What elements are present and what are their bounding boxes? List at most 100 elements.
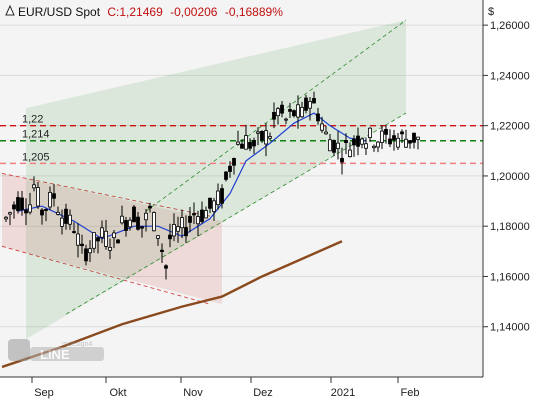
- candle-body: [300, 106, 304, 118]
- candle-body: [168, 234, 172, 240]
- candle-body: [324, 131, 328, 135]
- up-channel-lower: [65, 112, 407, 315]
- candle-body: [120, 215, 124, 224]
- candle-body: [160, 249, 164, 252]
- candle-body: [180, 217, 184, 229]
- candle-body: [392, 135, 396, 141]
- candle-body: [280, 104, 284, 114]
- y-tick-label: 1,26000: [490, 20, 530, 32]
- candlestick-series: [4, 91, 420, 280]
- candle-body: [388, 138, 392, 145]
- watermark-logo: LINE mdesign4: [8, 339, 104, 362]
- candle-body: [260, 130, 264, 141]
- candle-body: [364, 143, 368, 149]
- candle-body: [412, 132, 416, 143]
- candle-body: [140, 226, 144, 229]
- level-label: 1,205: [22, 151, 50, 163]
- candle-body: [204, 210, 208, 219]
- candle-body: [132, 206, 136, 223]
- candle-body: [164, 265, 168, 269]
- candle-body: [360, 138, 364, 145]
- y-tick-label: 1,14000: [490, 322, 530, 334]
- svg-text:mdesign4: mdesign4: [62, 341, 92, 348]
- candle-body: [336, 142, 340, 149]
- candle-body: [284, 118, 288, 121]
- candle-body: [400, 131, 404, 135]
- candle-body: [40, 209, 44, 216]
- candle-body: [380, 130, 384, 143]
- candle-body: [340, 157, 344, 163]
- candle-body: [124, 220, 128, 231]
- candle-body: [48, 191, 52, 208]
- candle-body: [24, 209, 28, 214]
- y-tick-label: 1,24000: [490, 70, 530, 82]
- candle-body: [28, 204, 32, 213]
- candle-body: [148, 205, 152, 209]
- candle-body: [100, 227, 104, 238]
- grid-lines: [0, 24, 483, 328]
- x-tick-label: 2021: [331, 387, 355, 399]
- candle-body: [320, 123, 324, 131]
- horizontal-levels: 1,22 1,214 1,205: [0, 114, 483, 165]
- plot-background: [0, 0, 483, 377]
- candle-body: [236, 141, 240, 145]
- candle-body: [176, 226, 180, 232]
- candle-body: [36, 187, 40, 207]
- close-value: 1,21469: [119, 5, 163, 19]
- down-channel-upper: [1, 173, 211, 217]
- candle-body: [312, 98, 316, 104]
- svg-text:LINE: LINE: [40, 347, 70, 362]
- candle-body: [116, 239, 120, 244]
- candle-body: [188, 216, 192, 223]
- up-channel-upper: [145, 19, 407, 212]
- candle-body: [8, 212, 12, 215]
- candle-body: [200, 209, 204, 222]
- candle-body: [152, 212, 156, 232]
- candle-body: [416, 136, 420, 140]
- candle-body: [288, 109, 292, 112]
- level-label: 1,214: [22, 129, 50, 141]
- x-tick-label: Nov: [183, 387, 203, 399]
- candle-body: [216, 190, 220, 206]
- candle-body: [84, 248, 88, 262]
- x-tick-label: Okt: [109, 387, 126, 399]
- candle-body: [404, 138, 408, 148]
- candle-body: [376, 141, 380, 148]
- candle-body: [44, 209, 48, 211]
- change-percent: -0,16889%: [225, 5, 283, 19]
- candle-body: [212, 200, 216, 212]
- svg-text:EUR/USD Spot C:1,21469: EUR/USD Spot C:1,21469 -0,00206 -0,16889…: [18, 5, 283, 19]
- ma-long-line: [1, 240, 343, 369]
- candle-body: [208, 197, 212, 209]
- down-channel-fill: [2, 173, 222, 305]
- candle-body: [56, 211, 60, 215]
- change-value: -0,00206: [170, 5, 218, 19]
- candle-body: [156, 235, 160, 239]
- candle-body: [220, 188, 224, 204]
- candle-body: [96, 237, 100, 242]
- y-tick-label: 1,16000: [490, 271, 530, 283]
- candle-body: [332, 140, 336, 153]
- candle-body: [348, 149, 352, 158]
- candle-body: [104, 230, 108, 247]
- candle-body: [228, 165, 232, 172]
- candle-body: [136, 216, 140, 230]
- candle-body: [276, 108, 280, 117]
- close-prefix: C:: [107, 5, 119, 19]
- candle-body: [408, 140, 412, 144]
- chart-header: EUR/USD Spot C:1,21469 -0,00206 -0,16889…: [5, 4, 283, 19]
- candle-body: [76, 233, 80, 246]
- level-label: 1,22: [22, 114, 43, 126]
- candle-body: [60, 217, 64, 227]
- y-axis-ticks: 1,14000 1,16000 1,18000 1,20000 1,22000 1,240…: [483, 20, 530, 334]
- x-axis-ticks: Sep Okt Nov Dez 2021 Feb: [31, 377, 419, 399]
- candle-body: [356, 135, 360, 147]
- y-tick-label: 1,22000: [490, 121, 530, 133]
- y-tick-label: 1,18000: [490, 221, 530, 233]
- instrument-icon: [5, 4, 15, 16]
- candle-body: [344, 140, 348, 144]
- candle-body: [64, 208, 68, 224]
- candle-body: [224, 171, 228, 180]
- candle-body: [256, 131, 260, 134]
- candle-body: [264, 130, 268, 145]
